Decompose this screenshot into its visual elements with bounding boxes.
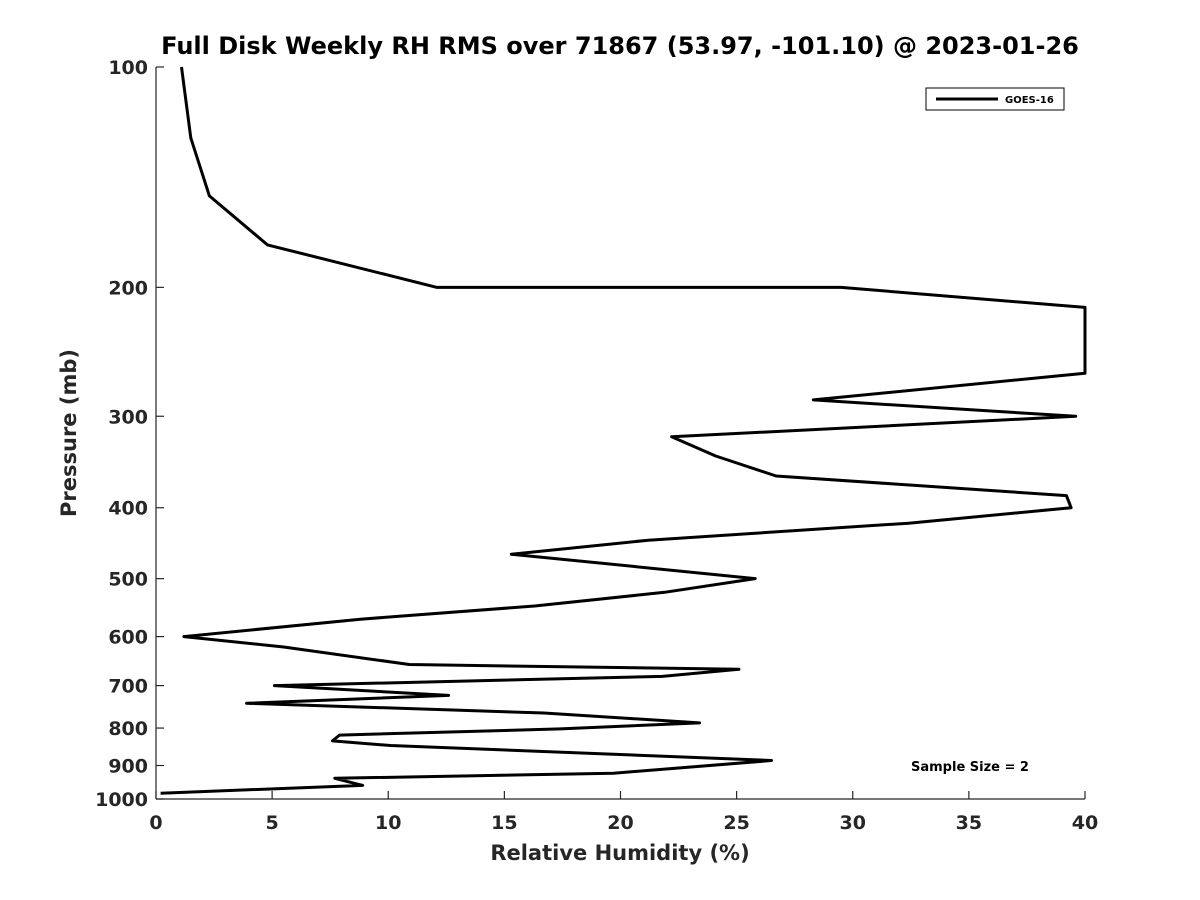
x-tick-label: 20 bbox=[607, 812, 633, 834]
chart-title: Full Disk Weekly RH RMS over 71867 (53.9… bbox=[161, 32, 1079, 60]
y-tick-label: 500 bbox=[108, 569, 148, 591]
plot-area bbox=[156, 67, 1085, 799]
x-tick-label: 5 bbox=[266, 812, 279, 834]
x-tick-label: 25 bbox=[723, 812, 749, 834]
axes: 0 5 10 15 20 25 30 35 40 100 200 300 400 500 600 700 800… bbox=[95, 57, 1098, 834]
y-tick-label: 700 bbox=[108, 676, 148, 698]
legend-label-goes-16: GOES-16 bbox=[1005, 95, 1054, 106]
y-axis-label: Pressure (mb) bbox=[57, 349, 81, 517]
y-tick-label: 900 bbox=[108, 756, 148, 778]
sample-size-annotation: Sample Size = 2 bbox=[911, 760, 1029, 775]
legend: GOES-16 bbox=[925, 87, 1065, 111]
y-tick-label: 400 bbox=[108, 498, 148, 520]
y-tick-label: 600 bbox=[108, 627, 148, 649]
y-tick-label: 200 bbox=[108, 277, 148, 299]
x-tick-label: 10 bbox=[375, 812, 401, 834]
x-tick-label: 0 bbox=[149, 812, 162, 834]
y-tick-label: 300 bbox=[108, 406, 148, 428]
y-tick-label: 1000 bbox=[95, 789, 148, 811]
y-tick-label: 800 bbox=[108, 718, 148, 740]
series-line-goes-16 bbox=[160, 66, 1087, 795]
x-tick-label: 35 bbox=[956, 812, 982, 834]
x-tick-label: 15 bbox=[491, 812, 517, 834]
x-axis-label: Relative Humidity (%) bbox=[490, 841, 749, 865]
x-tick-label: 40 bbox=[1072, 812, 1098, 834]
x-tick-label: 30 bbox=[840, 812, 866, 834]
y-tick-label: 100 bbox=[108, 57, 148, 79]
